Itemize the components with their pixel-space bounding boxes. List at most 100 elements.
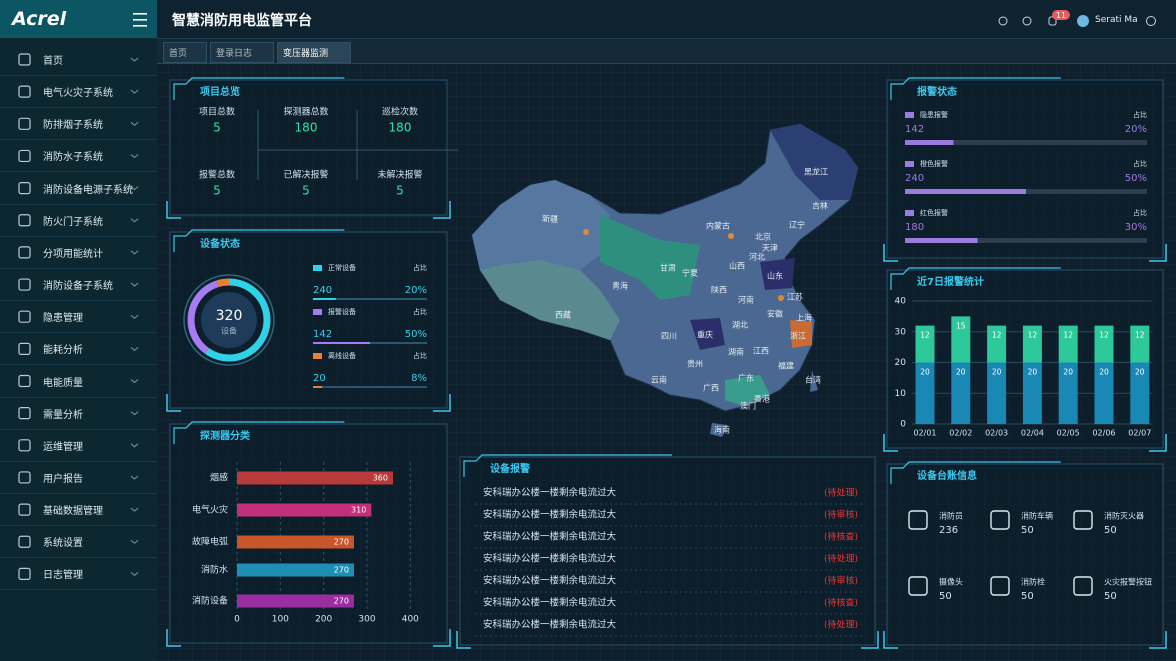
menu-item[interactable] (0, 44, 157, 76)
alarm-type: 橙色报警 (920, 159, 948, 168)
header-icon (998, 16, 1008, 26)
ledger-value: 50 (939, 591, 952, 602)
panel (886, 79, 1164, 259)
alarm-text: 安科瑞办公楼一楼剩余电流过大 (483, 575, 617, 587)
x-tick-label: 0 (234, 615, 240, 625)
bar (237, 535, 354, 549)
segment-label: 12 (1135, 331, 1145, 340)
panel (169, 79, 448, 216)
panel-title: 设备报警 (490, 462, 530, 475)
segment-label: 15 (956, 321, 966, 330)
progress-track (905, 238, 1147, 243)
province-label: 山东 (767, 271, 783, 281)
menu-item[interactable] (0, 108, 157, 141)
panel-corner (433, 201, 451, 219)
map-region (472, 180, 610, 270)
stat-label: 探测器总数 (283, 106, 328, 118)
status-value: 142 (313, 329, 332, 340)
menu-item[interactable] (0, 366, 157, 398)
bar-segment (1022, 325, 1042, 363)
stat-label: 已解决报警 (283, 169, 328, 181)
progress-bar (905, 238, 978, 243)
alarm-status: (待处理) (824, 619, 858, 631)
menu-item[interactable] (0, 462, 157, 494)
status-percent: 50% (405, 329, 427, 340)
user-name[interactable]: Serati Ma (1095, 15, 1138, 25)
menu-icon (18, 471, 31, 484)
menu-item[interactable] (0, 398, 157, 430)
x-tick-label: 300 (358, 615, 375, 625)
province-label: 辽宁 (789, 220, 805, 230)
province-label: 四川 (661, 332, 677, 341)
panel-corner (456, 631, 471, 649)
alarm-status: (待处理) (824, 487, 858, 499)
share-label: 占比 (1133, 208, 1147, 217)
province-label: 上海 (796, 313, 812, 323)
status-percent: 20% (405, 285, 427, 296)
menu-icon (18, 374, 31, 388)
menu-icon (18, 342, 31, 355)
avatar (1077, 15, 1089, 27)
menu-item[interactable] (0, 205, 157, 237)
stat-value: 5 (213, 184, 221, 198)
map-island (810, 370, 818, 392)
panel-title-frame (890, 267, 1061, 290)
panel (169, 423, 448, 644)
menu-label: 消防设备电源子系统 (43, 184, 133, 196)
menu-item[interactable] (0, 494, 157, 527)
map-region (480, 260, 620, 340)
legend-swatch (313, 309, 322, 315)
menu-icon (18, 407, 31, 420)
menu-item[interactable] (0, 140, 157, 173)
menu-item[interactable] (0, 430, 157, 462)
logo: Acrel (12, 8, 67, 30)
x-tick-label: 02/05 (1057, 429, 1080, 438)
category-label: 故障电弧 (192, 536, 228, 548)
province-label: 新疆 (542, 214, 558, 224)
menu-item[interactable] (0, 76, 157, 109)
sidebar (0, 0, 157, 661)
ledger-name: 消防车辆 (1021, 511, 1053, 521)
alarm-status: (待处理) (824, 553, 858, 565)
alarm-percent: 50% (1125, 173, 1147, 184)
menu-item[interactable] (0, 558, 157, 591)
alarm-value: 180 (905, 222, 924, 233)
menu-label: 需量分析 (43, 409, 83, 421)
panel-title: 探测器分类 (200, 429, 250, 442)
province-label: 云南 (651, 375, 667, 385)
progress-bar (905, 189, 1026, 194)
menu-icon (18, 567, 31, 581)
stat-value: 180 (389, 121, 412, 135)
alarm-type: 红色报警 (920, 208, 948, 217)
segment-label: 12 (992, 331, 1002, 340)
menu-item[interactable] (0, 237, 157, 269)
province-label: 安徽 (767, 309, 783, 319)
menu-item[interactable] (0, 173, 157, 205)
panel-title-frame (463, 454, 672, 477)
menu-item[interactable] (0, 301, 157, 334)
alarm-type: 隐患报警 (920, 110, 948, 119)
menu-chevron (130, 250, 139, 255)
bar-segment (987, 362, 1007, 424)
legend-swatch (313, 353, 322, 359)
menu-item[interactable] (0, 333, 157, 366)
alarm-percent: 20% (1125, 124, 1147, 135)
menu-chevron (130, 411, 139, 416)
donut-segment (187, 278, 271, 362)
map-island (710, 423, 728, 437)
panel-corner (166, 201, 181, 219)
menu-item[interactable] (0, 269, 157, 302)
tab[interactable] (163, 42, 207, 63)
x-tick-label: 02/07 (1128, 429, 1151, 438)
tab[interactable] (277, 42, 351, 63)
ledger-name: 火灾报警按钮 (1104, 577, 1152, 587)
tab-label: 登录日志 (216, 49, 253, 59)
bar-segment (915, 362, 935, 424)
share-label: 占比 (1133, 110, 1147, 119)
panel-corner (883, 434, 898, 452)
menu-item[interactable] (0, 526, 157, 559)
segment-label: 12 (920, 331, 930, 340)
panel-title: 报警状态 (917, 85, 957, 98)
alarm-value: 240 (905, 173, 924, 184)
tab[interactable] (210, 42, 274, 63)
